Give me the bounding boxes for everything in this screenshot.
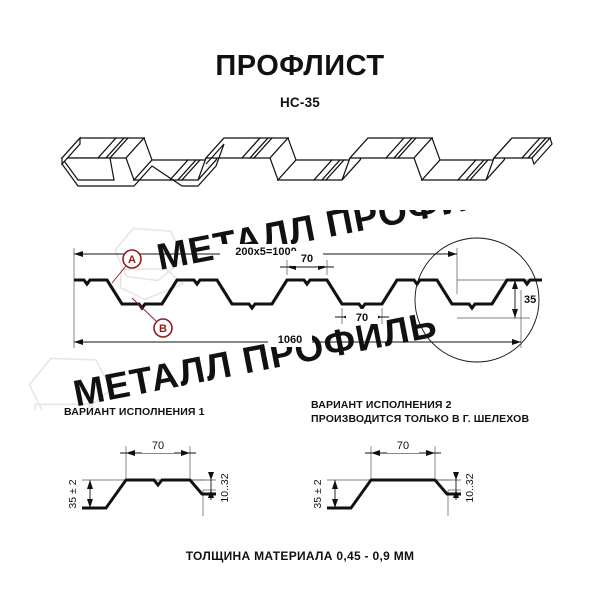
dimension-height-label: 35	[524, 294, 536, 306]
variant-2-profile	[327, 478, 461, 510]
dimension-module-width-label: 200x5=1000	[235, 246, 296, 258]
variant-1-dimension-height: 35 ± 2	[67, 479, 93, 509]
callout-a-label: A	[128, 254, 136, 266]
dimension-bottom-valley-label: 70	[356, 312, 368, 324]
variant-2-dimension-thickness-label: 10..32	[464, 473, 476, 502]
variant-2-dimension-height: 35 ± 2	[312, 479, 338, 509]
variant-1-profile	[82, 478, 216, 510]
variant-1-dimension-flange-label: 70	[152, 440, 164, 452]
dimension-overall-width-label: 1060	[278, 334, 302, 346]
variant-2-dimension-flange: 70	[365, 438, 441, 456]
variant-2-drawing: 70 10..32 35 ± 2	[312, 438, 476, 516]
variant-1-dimension-height-label: 35 ± 2	[67, 479, 79, 508]
variant-1-caption-line1: ВАРИАНТ ИСПОЛНЕНИЯ 1	[64, 406, 205, 418]
material-thickness-note: ТОЛЩИНА МАТЕРИАЛА 0,45 - 0,9 ММ	[185, 549, 415, 563]
dimension-overall-width: 1060	[74, 332, 521, 347]
variant-2-dimension-flange-label: 70	[397, 440, 409, 452]
isometric-profile-view	[60, 136, 553, 187]
dimension-height: 35	[512, 280, 536, 318]
callout-b-circle	[153, 318, 173, 338]
callout-a: A	[111, 249, 142, 284]
variant-1-dimension-thickness: 10..32	[208, 472, 231, 503]
variant-1-dimension-thickness-label: 10..32	[219, 473, 231, 502]
variant-2-dimension-height-label: 35 ± 2	[312, 479, 324, 508]
dimension-bottom-valley: 70	[335, 308, 389, 324]
page-header: ПРОФЛИСТ НС-35	[0, 50, 600, 111]
profile-outline	[74, 278, 542, 311]
variant-2-caption-line1: ВАРИАНТ ИСПОЛНЕНИЯ 2	[311, 399, 452, 411]
page-title: ПРОФЛИСТ	[215, 50, 385, 82]
product-code: НС-35	[279, 95, 320, 110]
variant-2-caption-line2: ПРОИЗВОДИТСЯ ТОЛЬКО В Г. ШЕЛЕХОВ	[311, 413, 530, 425]
variant-1-drawing: 70 10..32 35 ± 2	[67, 438, 231, 516]
variant-2-caption: ВАРИАНТ ИСПОЛНЕНИЯ 2 ПРОИЗВОДИТСЯ ТОЛЬКО…	[311, 398, 529, 426]
callout-a-circle	[122, 249, 142, 269]
callout-b-label: B	[159, 323, 167, 335]
variant-1-dimension-flange: 70	[120, 438, 196, 456]
variant-1-caption: ВАРИАНТ ИСПОЛНЕНИЯ 1	[64, 405, 205, 419]
cross-section-drawing: 200x5=1000 1060 70 70 35	[73, 237, 542, 363]
dimension-top-flange: 70	[280, 251, 334, 275]
variant-2-dimension-thickness: 10..32	[453, 472, 476, 503]
detail-circle	[414, 237, 540, 363]
callout-b: B	[131, 297, 173, 338]
dimension-top-flange-label: 70	[301, 253, 313, 265]
